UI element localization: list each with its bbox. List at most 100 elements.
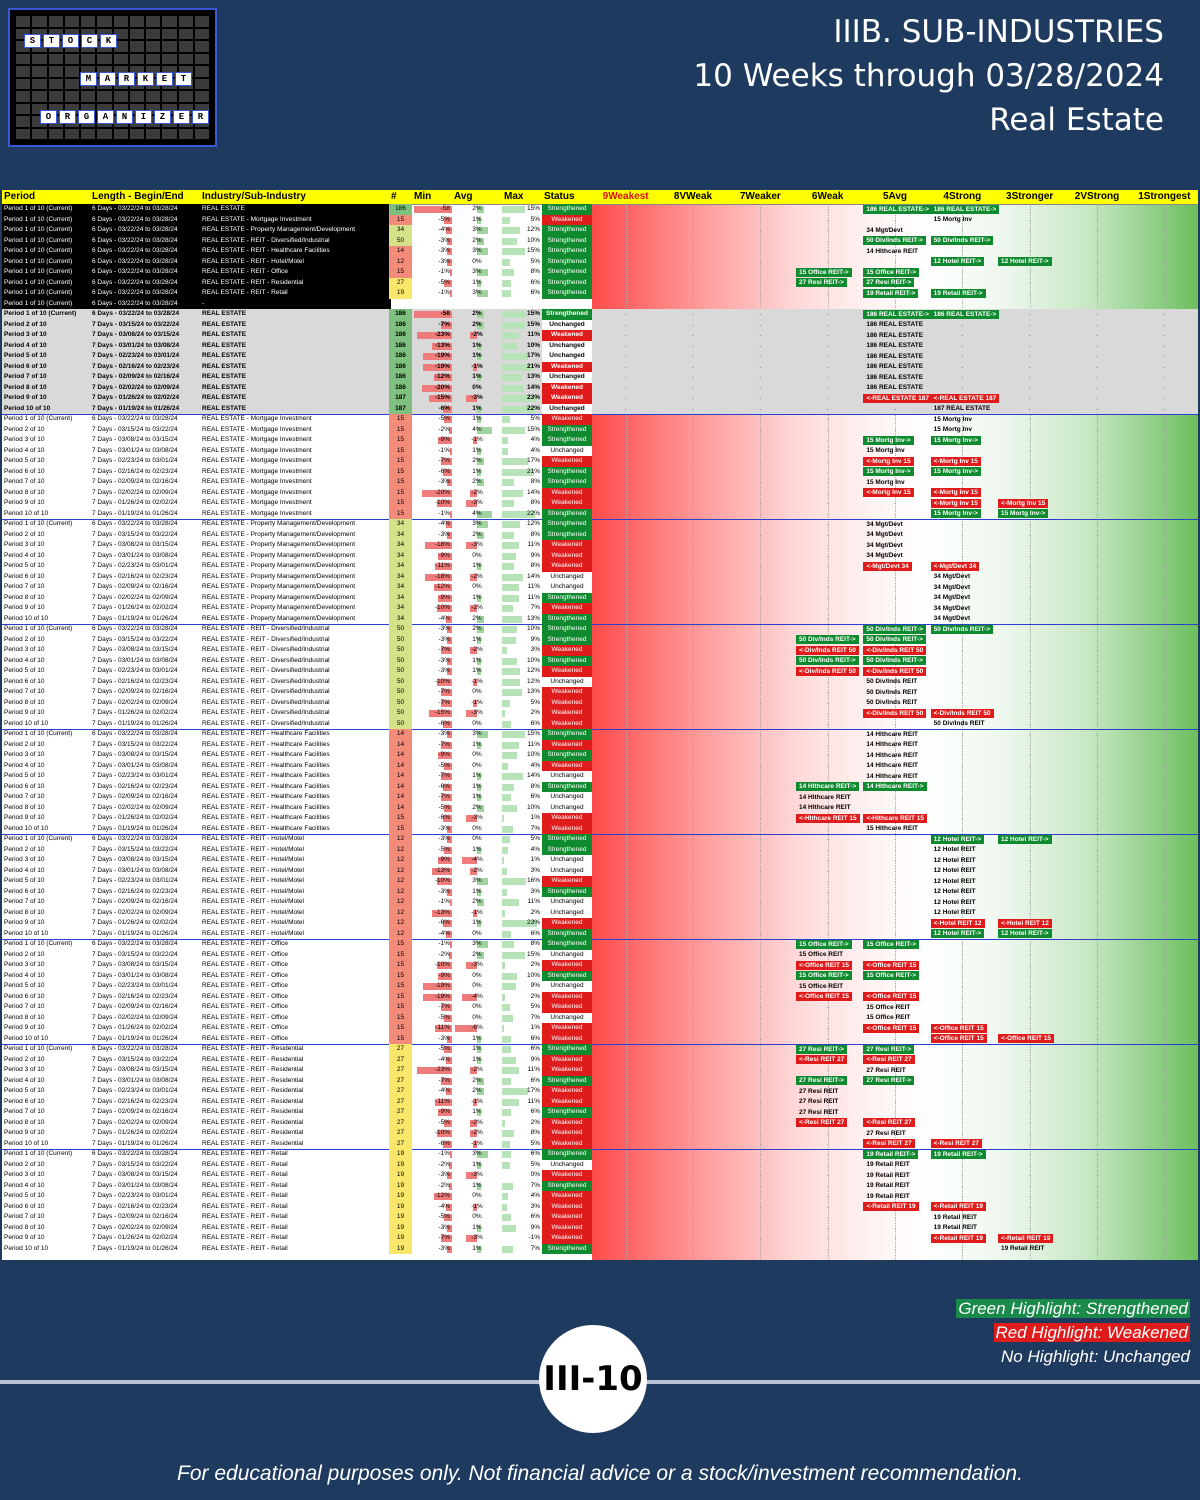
grid-dot: . [894,1160,896,1168]
min-cell: -10% [412,876,452,887]
grid-dot: . [759,1108,762,1115]
count-cell: 12 [389,897,412,908]
table-row: Period 9 of 10 7 Days - 01/26/24 to 02/02… [2,708,1198,719]
grid-dot: . [624,215,627,223]
grid-dot: . [1163,415,1166,422]
grid-dot: . [692,1181,694,1189]
avg-cell: 2% [452,477,502,488]
grid-dot: . [692,782,694,790]
grid-dot: . [759,803,762,811]
rating-marker: 50 Div/Inds REIT-> [863,624,926,634]
table-row: Period 3 of 10 7 Days - 03/08/24 to 03/15… [2,1170,1198,1181]
min-cell: -5% [412,845,452,856]
grid-dot: . [1096,1097,1098,1105]
status-badge: Weakened [542,823,592,834]
max-value: 15% [526,730,540,737]
min-bar [447,1172,452,1179]
min-value: -6% [438,814,450,821]
count-cell: 50 [389,634,412,645]
industry-cell: REAL ESTATE - REIT - Retail [202,1150,288,1157]
table-row: Period 8 of 10 7 Days - 02/02/24 to 02/09… [2,1222,1198,1233]
avg-bar [477,615,485,623]
avg-bar [473,1140,477,1148]
grid-dot: . [624,803,627,811]
period-cell: Period 10 of 10 [4,929,49,937]
length-cell: 7 Days - 02/16/24 to 02/23/24 [92,572,178,580]
grid-dot: . [1163,667,1166,674]
grid-dot: . [692,320,694,328]
max-value: 13% [526,614,540,622]
grid-dot: . [1096,383,1098,391]
grid-dot: . [759,383,762,391]
avg-value: 0% [472,719,482,727]
avg-cell: 1% [452,467,502,478]
count-cell: 187 [389,393,412,404]
min-value: -11% [435,562,450,569]
grid-dot: . [1163,887,1166,895]
avg-value: -3% [471,709,483,716]
grid-dot: . [1163,740,1166,748]
rating-marker: <-Mortg Inv 15 [863,456,914,466]
industry-cell: REAL ESTATE - REIT - Office [202,1034,288,1042]
min-cell: -4% [412,929,452,940]
max-cell: 2% [502,708,542,719]
status-badge: Unchanged [542,855,592,866]
max-value: 23% [526,394,540,401]
length-cell: 7 Days - 01/19/24 to 01/26/24 [92,719,178,727]
grid-dot: . [1096,824,1098,832]
grid-dot: . [1163,467,1166,475]
count-cell: 50 [389,645,412,656]
grid-dot: . [1028,793,1031,800]
industry-cell: - [200,298,391,309]
table-row: Period 4 of 10 7 Days - 03/01/24 to 03/08… [2,1075,1198,1086]
avg-cell: -2% [452,572,502,583]
avg-bar [466,710,477,717]
length-cell: 7 Days - 03/08/24 to 03/15/24 [92,856,178,863]
industry-cell: REAL ESTATE [200,204,391,215]
status-badge: Weakened [542,1222,592,1233]
max-cell: 1% [502,813,542,824]
grid-dot: . [624,478,627,485]
status-badge: Weakened [542,393,592,404]
min-bar [414,311,452,318]
avg-bar [477,531,485,539]
min-cell: -5% [412,1044,452,1055]
min-value: -7% [438,1234,450,1241]
grid-dot: . [894,373,896,380]
max-bar [502,563,515,570]
max-cell: 17% [502,456,542,467]
min-bar [450,447,452,455]
min-cell: -5% [412,414,452,425]
grid-dot: . [894,1087,896,1094]
avg-cell: -3% [452,960,502,971]
min-bar [441,741,452,749]
avg-cell: 0% [452,257,502,268]
grid-dot: . [894,478,896,485]
count-cell: 14 [389,750,412,761]
avg-value: -6% [471,1024,483,1031]
max-bar [502,353,528,360]
min-cell: -5% [412,761,452,772]
count-cell: 12 [389,886,412,897]
grid-dot: . [1096,604,1098,611]
title-line-3: Real Estate [989,102,1164,138]
min-cell: -3% [412,246,452,257]
max-bar [502,374,522,381]
grid-dot: . [1096,341,1098,349]
grid-dot: . [1028,950,1031,958]
grid-dot: . [759,950,762,958]
max-cell: 10% [502,803,542,814]
grid-dot: . [624,635,627,643]
industry-cell: REAL ESTATE - Mortgage Investment [202,499,312,506]
grid-dot: . [826,929,829,937]
min-bar [450,510,452,518]
header-max: Max [504,191,524,202]
grid-dot: . [759,635,762,643]
grid-dot: . [1163,730,1166,737]
rating-marker: 12 Hotel REIT-> [930,834,985,844]
grid-dot: . [692,1129,694,1136]
status-badge: Weakened [542,666,592,677]
min-bar [423,353,452,360]
rating-marker: <-Resi REIT 27 [796,1055,848,1065]
grid-dot: . [1163,656,1166,664]
